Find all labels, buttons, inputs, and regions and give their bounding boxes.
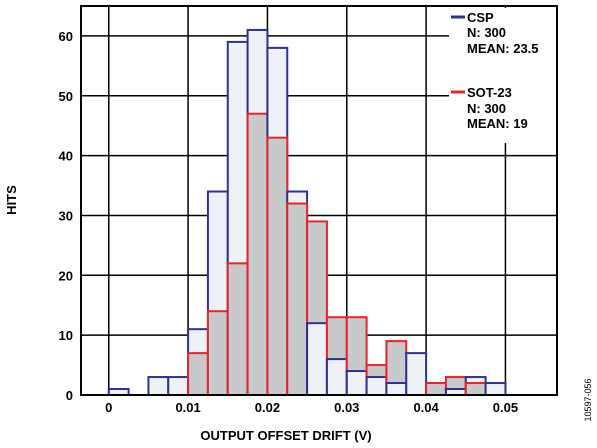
y-tick-label: 40 [59, 149, 73, 164]
legend-series-csp-n: N: 300 [467, 25, 506, 40]
figure-id: 10597-056 [583, 378, 593, 421]
bar-sot23-4 [187, 352, 209, 397]
legend-series-sot23-n: N: 300 [467, 101, 506, 116]
bar-sot23-6 [226, 262, 249, 397]
bar-csp-15 [405, 352, 428, 397]
bar-sot23-7 [246, 112, 269, 396]
legend-series-sot23-name: SOT-23 [467, 85, 512, 100]
bar-csp-13 [365, 376, 388, 396]
y-axis-label: HITS [4, 185, 19, 215]
x-axis-label: OUTPUT OFFSET DRIFT (V) [200, 428, 371, 443]
y-tick-label: 50 [59, 89, 73, 104]
bar-sot23-16 [425, 382, 447, 396]
y-tick-label: 10 [59, 328, 73, 343]
legend-series-csp-name: CSP [467, 10, 494, 25]
legend-box [449, 8, 556, 143]
x-tick-label: 0.03 [334, 400, 359, 415]
bar-sot23-5 [206, 310, 229, 397]
x-tick-label: 0.02 [255, 400, 280, 415]
bar-sot23-9 [286, 202, 309, 396]
tick-labels: 0 0.01 0.02 0.03 0.04 0.05 0 10 20 30 40 50 60 [59, 29, 519, 415]
bar-sot23-18 [464, 382, 487, 396]
y-tick-label: 60 [59, 29, 73, 44]
bar-csp-19 [484, 382, 507, 396]
bar-sot23-8 [266, 136, 289, 397]
y-tick-label: 0 [66, 388, 73, 403]
x-tick-label: 0.05 [493, 400, 518, 415]
bar-csp-2 [147, 376, 170, 396]
bar-csp-11 [325, 358, 348, 397]
bar-csp-12 [345, 370, 368, 396]
x-tick-label: 0 [105, 400, 112, 415]
bar-csp-10 [306, 322, 328, 396]
x-tick-label: 0.01 [175, 400, 200, 415]
bar-csp-14 [385, 382, 408, 396]
y-tick-label: 30 [59, 208, 73, 223]
y-tick-label: 20 [59, 268, 73, 283]
legend-series-csp-mean: MEAN: 23.5 [467, 41, 539, 56]
legend-series-sot23-mean: MEAN: 19 [467, 116, 528, 131]
plot-frame [80, 5, 558, 396]
x-tick-label: 0.04 [413, 400, 439, 415]
bar-csp-3 [167, 376, 190, 396]
legend: CSP N: 300 MEAN: 23.5 SOT-23 N: 300 MEAN… [449, 8, 556, 143]
